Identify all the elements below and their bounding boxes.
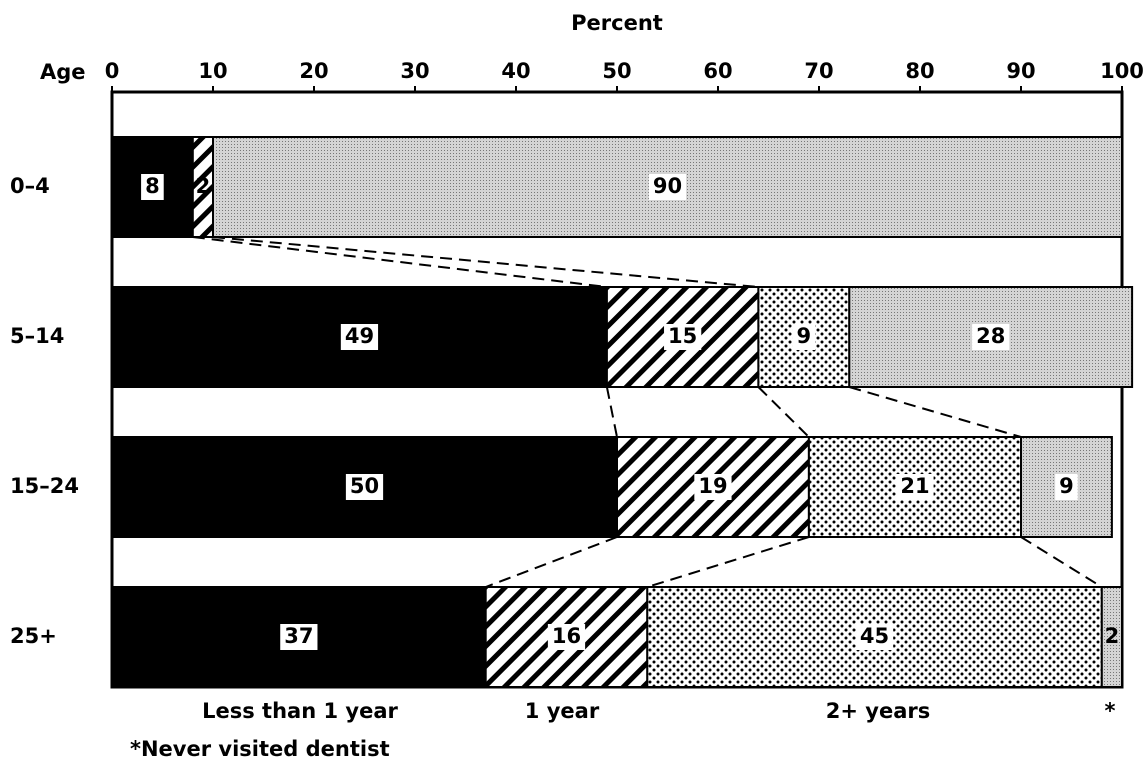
connector: [757, 386, 810, 438]
x-tick-label: 10: [198, 59, 227, 83]
category-label: 15–24: [10, 474, 79, 498]
connector: [192, 236, 608, 288]
legend-label: 2+ years: [826, 699, 930, 723]
value-label-bg: [896, 474, 934, 500]
value-label-bg: [141, 174, 164, 200]
value-label-bg: [547, 624, 586, 650]
value-label: 8: [145, 174, 160, 198]
value-label-bg: [855, 624, 894, 650]
value-label-bg: [792, 324, 816, 350]
connector: [485, 536, 618, 588]
legend-label: 1 year: [525, 699, 600, 723]
value-label: 19: [698, 474, 727, 498]
value-label-bg: [972, 324, 1010, 350]
value-label: 9: [1059, 474, 1074, 498]
x-tick-label: 80: [905, 59, 934, 83]
category-label: 0–4: [10, 174, 50, 198]
value-label-bg: [345, 474, 384, 500]
value-label: 45: [860, 624, 889, 648]
x-tick-label: 50: [602, 59, 631, 83]
connector: [1020, 536, 1103, 588]
legend-label: *: [1105, 699, 1116, 723]
footnote: *Never visited dentist: [130, 737, 390, 761]
connector: [849, 386, 1022, 438]
value-label-bg: [340, 324, 379, 350]
x-tick-label: 40: [501, 59, 530, 83]
value-label-bg: [648, 174, 687, 200]
connector: [212, 236, 759, 288]
category-header: Age: [40, 60, 86, 84]
value-label: 21: [900, 474, 929, 498]
x-tick-label: 20: [299, 59, 328, 83]
bar-segment: [1100, 586, 1124, 688]
value-label: 2: [196, 174, 211, 198]
category-label: 5–14: [10, 324, 64, 348]
x-tick-label: 90: [1006, 59, 1035, 83]
connector: [647, 536, 810, 588]
value-label: 37: [284, 624, 313, 648]
connector: [605, 386, 618, 438]
value-label: 9: [797, 324, 812, 348]
value-label: 50: [350, 474, 379, 498]
x-tick-label: 60: [703, 59, 732, 83]
value-label-bg: [694, 474, 732, 500]
value-label-bg: [1055, 474, 1078, 500]
legend-label: Less than 1 year: [202, 699, 398, 723]
value-label: 28: [976, 324, 1005, 348]
value-label: 90: [653, 174, 682, 198]
x-tick-label: 70: [804, 59, 833, 83]
value-label-bg: [664, 324, 702, 350]
value-label: 16: [552, 624, 581, 648]
value-label: 15: [668, 324, 697, 348]
value-label: 49: [345, 324, 374, 348]
category-label: 25+: [10, 624, 57, 648]
value-label: 2: [1105, 624, 1120, 648]
x-tick-label: 100: [1100, 59, 1143, 83]
axis-title: Percent: [571, 11, 663, 35]
value-label-bg: [280, 624, 318, 650]
x-tick-label: 0: [105, 59, 120, 83]
x-tick-label: 30: [400, 59, 429, 83]
